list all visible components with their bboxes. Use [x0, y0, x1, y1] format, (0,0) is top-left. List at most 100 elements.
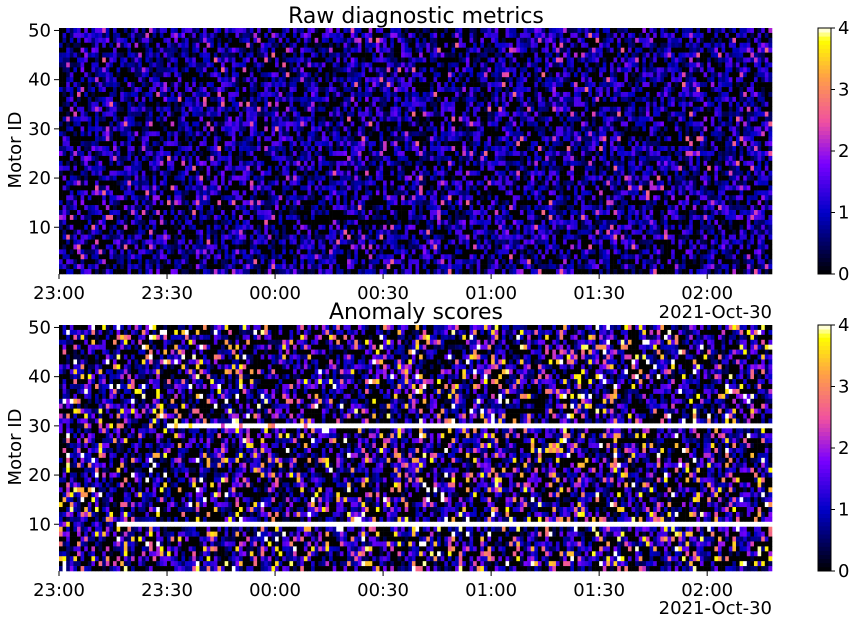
heatmap-cell — [285, 146, 290, 152]
heatmap-cell — [329, 111, 333, 117]
heatmap-cell — [260, 77, 265, 83]
heatmap-cell — [386, 141, 391, 147]
heatmap-cell — [401, 91, 405, 98]
heatmap-cell — [437, 77, 442, 83]
heatmap-cell — [563, 57, 568, 63]
heatmap-cell — [429, 67, 434, 73]
heatmap-cell — [228, 32, 233, 39]
heatmap-cell — [163, 121, 168, 127]
heatmap-cell — [584, 101, 589, 108]
heatmap-cell — [303, 106, 308, 112]
heatmap-cell — [523, 37, 528, 44]
heatmap-cell — [653, 106, 658, 112]
heatmap-cell — [408, 101, 413, 108]
heatmap-cell — [177, 111, 182, 117]
heatmap-cell — [361, 131, 366, 137]
heatmap-cell — [627, 121, 632, 127]
heatmap-cell — [735, 52, 740, 58]
heatmap-cell — [163, 131, 168, 137]
heatmap-cell — [170, 91, 175, 98]
heatmap-cell — [516, 82, 521, 88]
heatmap-cell — [750, 131, 755, 137]
heatmap-cell — [588, 136, 593, 142]
heatmap-cell — [447, 77, 452, 83]
heatmap-cell — [447, 116, 452, 122]
heatmap-cell — [217, 37, 222, 44]
heatmap-cell — [498, 116, 503, 122]
heatmap-cell — [102, 141, 107, 147]
heatmap-cell — [393, 57, 398, 63]
heatmap-cell — [408, 121, 413, 127]
heatmap-cell — [487, 96, 492, 103]
heatmap-cell — [548, 77, 553, 83]
heatmap-cell — [671, 111, 676, 117]
heatmap-cell — [581, 42, 586, 48]
heatmap-cell — [642, 121, 647, 127]
heatmap-cell — [203, 47, 207, 53]
heatmap-cell — [163, 47, 168, 53]
heatmap-cell — [105, 141, 110, 147]
heatmap-cell — [419, 91, 423, 98]
heatmap-cell — [534, 121, 539, 127]
heatmap-cell — [692, 116, 697, 122]
heatmap-cell — [174, 28, 179, 34]
heatmap-cell — [188, 96, 193, 103]
heatmap-cell — [516, 32, 521, 39]
heatmap-cell — [588, 121, 593, 127]
heatmap-cell — [159, 47, 164, 53]
heatmap-cell — [336, 57, 341, 63]
heatmap-cell — [325, 77, 330, 83]
heatmap-cell — [375, 28, 380, 34]
heatmap-cell — [73, 96, 78, 103]
heatmap-cell — [609, 126, 614, 132]
heatmap-cell — [588, 101, 593, 108]
heatmap-cell — [685, 131, 690, 137]
heatmap-cell — [185, 126, 189, 132]
heatmap-cell — [465, 87, 470, 93]
heatmap-cell — [501, 77, 506, 83]
heatmap-cell — [411, 111, 416, 117]
heatmap-cell — [239, 91, 243, 98]
heatmap-cell — [390, 32, 395, 39]
heatmap-cell — [62, 116, 67, 122]
heatmap-cell — [451, 47, 456, 53]
heatmap-cell — [501, 37, 506, 44]
heatmap-cell — [545, 57, 550, 63]
heatmap-cell — [689, 77, 694, 83]
heatmap-cell — [501, 32, 506, 39]
heatmap-cell — [645, 32, 650, 39]
heatmap-cell — [480, 136, 485, 142]
heatmap-cell — [537, 131, 542, 137]
heatmap-cell — [498, 57, 503, 63]
heatmap-cell — [444, 116, 449, 122]
heatmap-cell — [69, 42, 74, 48]
heatmap-cell — [653, 116, 658, 122]
heatmap-cell — [692, 67, 697, 73]
heatmap-cell — [429, 106, 434, 112]
heatmap-cell — [267, 111, 272, 117]
heatmap-cell — [689, 47, 694, 53]
heatmap-cell — [541, 37, 546, 44]
heatmap-cell — [570, 136, 575, 142]
heatmap-cell — [84, 131, 89, 137]
heatmap-cell — [102, 131, 107, 137]
heatmap-cell — [195, 116, 200, 122]
heatmap-cell — [552, 96, 557, 103]
heatmap-cell — [105, 52, 110, 58]
heatmap-cell — [710, 62, 715, 68]
heatmap-cell — [318, 141, 323, 147]
heatmap-cell — [138, 32, 143, 39]
heatmap-cell — [516, 91, 521, 98]
heatmap-cell — [383, 141, 387, 147]
heatmap-cell — [415, 146, 420, 152]
heatmap-cell — [429, 146, 434, 152]
heatmap-cell — [192, 37, 197, 44]
heatmap-cell — [267, 106, 272, 112]
heatmap-cell — [195, 77, 200, 83]
heatmap-cell — [678, 52, 683, 58]
heatmap-cell — [415, 131, 420, 137]
heatmap-cell — [365, 32, 369, 39]
heatmap-cell — [606, 32, 611, 39]
heatmap-cell — [401, 67, 405, 73]
heatmap-cell — [372, 111, 377, 117]
